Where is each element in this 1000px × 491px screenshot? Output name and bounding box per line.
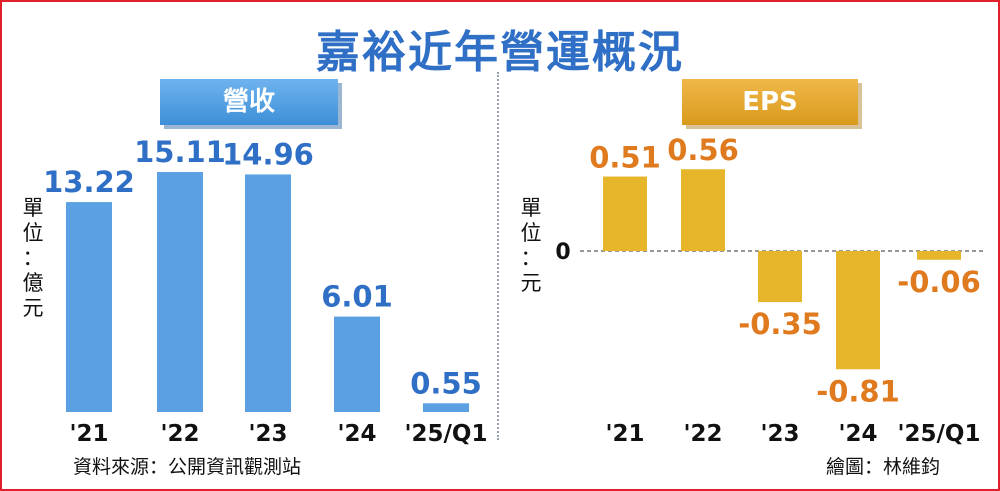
eps-value-label: -0.81 bbox=[816, 374, 900, 408]
eps-category-label: '24 bbox=[838, 421, 877, 447]
unit-char: 億 bbox=[22, 271, 44, 295]
eps-value-label: 0.56 bbox=[667, 133, 739, 167]
revenue-category-label: '23 bbox=[248, 421, 287, 447]
unit-char: ： bbox=[520, 246, 542, 270]
source-note: 資料來源：公開資訊觀測站 bbox=[73, 456, 302, 478]
unit-char: 元 bbox=[520, 271, 542, 295]
eps-panel-title: EPS bbox=[682, 79, 858, 125]
revenue-chart: 13.22 '21 15.11 '22 14.96 '23 6.01 '24 0.55 '25/Q… bbox=[43, 135, 487, 447]
unit-char: 單 bbox=[22, 196, 44, 220]
eps-category-label: '22 bbox=[683, 421, 722, 447]
revenue-bar bbox=[66, 202, 112, 412]
eps-value-label: -0.06 bbox=[897, 265, 981, 299]
revenue-category-label: '21 bbox=[69, 421, 108, 447]
revenue-bar bbox=[423, 403, 469, 412]
chart-title: 嘉裕近年營運概況 bbox=[316, 27, 684, 78]
revenue-value-label: 0.55 bbox=[410, 366, 482, 400]
eps-value-label: -0.35 bbox=[738, 307, 822, 341]
revenue-category-label: '24 bbox=[337, 421, 376, 447]
panel-divider bbox=[497, 72, 499, 440]
eps-chart: 0 0.51 '21 0.56 '22 -0.35 '23 -0.81 '24 -0.06 '25/… bbox=[555, 133, 985, 447]
revenue-panel-title: 營收 bbox=[160, 79, 338, 125]
eps-zero-label: 0 bbox=[555, 240, 570, 265]
eps-bar bbox=[603, 176, 647, 251]
eps-category-label: '23 bbox=[760, 421, 799, 447]
revenue-category-label: '22 bbox=[160, 421, 199, 447]
revenue-bar bbox=[334, 316, 380, 412]
unit-char: 單 bbox=[520, 196, 542, 220]
eps-unit-label: 單位：元 bbox=[518, 196, 544, 296]
eps-category-label: '25/Q1 bbox=[897, 421, 980, 447]
revenue-value-label: 13.22 bbox=[43, 165, 135, 199]
eps-bar bbox=[681, 169, 725, 251]
eps-bar bbox=[758, 251, 802, 303]
eps-bar bbox=[836, 251, 880, 370]
revenue-bar bbox=[245, 174, 291, 412]
revenue-value-label: 6.01 bbox=[321, 280, 393, 314]
eps-value-label: 0.51 bbox=[589, 141, 661, 175]
revenue-value-label: 15.11 bbox=[134, 135, 226, 169]
eps-category-label: '21 bbox=[605, 421, 644, 447]
unit-char: ： bbox=[22, 246, 44, 270]
unit-char: 位 bbox=[520, 221, 542, 245]
revenue-unit-label: 單位：億元 bbox=[20, 196, 46, 321]
unit-char: 位 bbox=[22, 221, 44, 245]
graphic-credit: 繪圖：林維鈞 bbox=[826, 456, 941, 478]
revenue-category-label: '25/Q1 bbox=[404, 421, 487, 447]
eps-bar bbox=[917, 251, 961, 260]
revenue-value-label: 14.96 bbox=[222, 137, 314, 171]
unit-char: 元 bbox=[22, 296, 44, 320]
revenue-bar bbox=[157, 172, 203, 412]
